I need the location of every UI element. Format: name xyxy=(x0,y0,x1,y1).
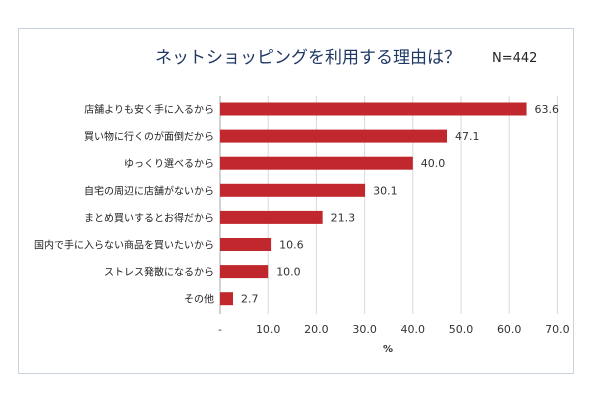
category-label: ストレス発散になるから xyxy=(104,266,214,279)
x-tick-label: - xyxy=(218,323,222,336)
x-axis-label: % xyxy=(383,344,393,355)
data-label: 63.6 xyxy=(535,103,560,116)
category-label: その他 xyxy=(184,293,214,306)
bar xyxy=(220,183,366,197)
data-label: 10.6 xyxy=(279,239,304,252)
data-label: 47.1 xyxy=(455,130,480,143)
category-label: 買い物に行くのが面倒だから xyxy=(84,130,214,143)
x-tick-label: 10.0 xyxy=(256,323,281,336)
category-label: まとめ買いするとお得だから xyxy=(84,212,214,224)
data-label: 40.0 xyxy=(421,157,446,170)
data-label: 30.1 xyxy=(373,184,398,197)
category-label: 自宅の周辺に店舗がないから xyxy=(84,184,214,197)
x-tick-label: 20.0 xyxy=(304,323,329,336)
bar xyxy=(220,292,234,306)
bar xyxy=(220,265,269,279)
x-tick-label: 40.0 xyxy=(401,323,426,336)
x-tick-label: 30.0 xyxy=(352,323,377,336)
data-label: 10.0 xyxy=(276,266,301,279)
bar xyxy=(220,210,323,224)
chart-frame xyxy=(18,28,574,374)
x-tick-label: 60.0 xyxy=(497,323,522,336)
chart-title: ネットショッピングを利用する理由は？ xyxy=(155,48,461,68)
x-tick-label: 70.0 xyxy=(545,323,570,336)
bar xyxy=(220,102,527,116)
category-label: ゆっくり選べるから xyxy=(124,157,214,170)
category-label: 国内で手に入らない商品を買いたいから xyxy=(34,239,214,252)
x-tick-label: 50.0 xyxy=(449,323,474,336)
data-label: 21.3 xyxy=(331,211,356,224)
category-label: 店舗よりも安く手に入るから xyxy=(84,103,214,116)
sample-size-note: N=442 xyxy=(492,51,538,66)
bar xyxy=(220,129,448,143)
bar xyxy=(220,156,413,170)
bar xyxy=(220,238,272,251)
data-label: 2.7 xyxy=(241,293,259,306)
